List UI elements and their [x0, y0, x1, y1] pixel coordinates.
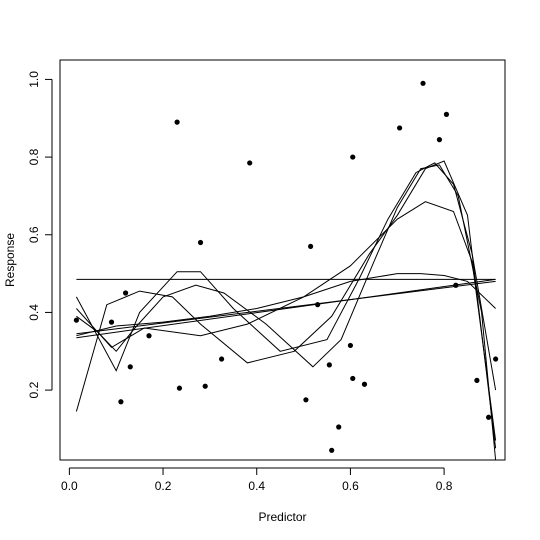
fit-curve: [76, 201, 497, 441]
y-tick-label: 0.2: [27, 381, 41, 398]
data-point: [443, 111, 450, 117]
data-point: [420, 80, 426, 86]
x-tick-label: 0.6: [342, 479, 359, 493]
data-point: [202, 383, 208, 389]
data-point: [127, 364, 133, 370]
y-axis: 0.2 0.4 0.6 0.8 1.0: [27, 71, 53, 398]
data-point: [493, 356, 499, 362]
y-tick-label: 0.4: [27, 304, 41, 321]
x-tick-label: 0.0: [61, 479, 78, 493]
x-tick-label: 0.8: [436, 479, 453, 493]
data-point: [329, 447, 335, 453]
data-point: [336, 424, 342, 430]
data-point: [326, 362, 332, 368]
x-tick-label: 0.2: [155, 479, 172, 493]
y-tick-label: 0.6: [27, 226, 41, 243]
data-point: [146, 333, 152, 339]
fit-curve: [76, 164, 497, 461]
data-point: [118, 399, 124, 405]
data-point: [174, 119, 180, 125]
x-axis: 0.0 0.2 0.4 0.6 0.8: [61, 467, 453, 493]
fit-curve: [76, 273, 496, 337]
data-point: [219, 356, 225, 362]
data-point: [303, 397, 309, 403]
plot-frame: [59, 59, 506, 461]
data-point: [350, 375, 356, 382]
x-tick-label: 0.4: [248, 479, 265, 493]
data-points: [73, 80, 499, 453]
fit-curves: [75, 160, 497, 461]
data-point: [247, 160, 253, 166]
y-tick-label: 0.8: [27, 148, 41, 165]
data-point: [176, 385, 183, 391]
data-point: [315, 302, 321, 308]
fit-curve: [75, 160, 497, 449]
data-point: [486, 414, 492, 420]
data-point: [436, 137, 443, 143]
data-point: [197, 239, 204, 246]
data-point: [361, 381, 368, 387]
data-point: [397, 125, 403, 131]
data-point: [350, 154, 356, 160]
y-axis-label: Response: [3, 233, 17, 287]
data-point: [308, 243, 314, 250]
fit-curve: [76, 280, 496, 335]
data-point: [474, 377, 480, 383]
y-tick-label: 1.0: [27, 71, 41, 88]
data-point: [122, 290, 129, 296]
data-point: [73, 317, 79, 323]
x-axis-label: Predictor: [258, 510, 306, 524]
data-point: [453, 282, 459, 288]
data-point: [108, 319, 115, 325]
data-point: [347, 342, 354, 349]
